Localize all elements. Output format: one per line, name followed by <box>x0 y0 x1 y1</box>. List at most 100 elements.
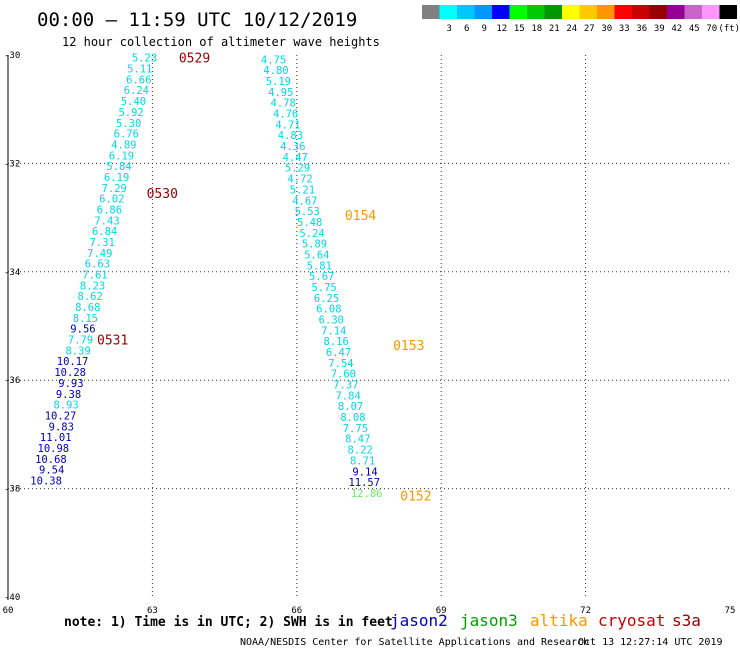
swh-value-label: 10.17 <box>57 356 89 368</box>
legend-bin-label: (ft) <box>718 24 740 34</box>
legend-bin-label: 42 <box>671 24 682 34</box>
swh-value-label: 10.68 <box>35 454 67 466</box>
swh-value-label: 5.21 <box>290 184 315 196</box>
swh-value-label: 6.24 <box>124 85 149 97</box>
swh-value-label: 10.38 <box>30 475 62 487</box>
swh-value-label: 5.23 <box>132 53 157 65</box>
y-tick-label: -30 <box>4 51 20 61</box>
swh-value-label: 4.89 <box>111 139 136 151</box>
swh-value-label: 7.49 <box>87 248 112 260</box>
legend-swatch <box>439 5 457 19</box>
swh-value-label: 8.93 <box>53 400 78 412</box>
swh-value-label: 7.14 <box>321 325 346 337</box>
swh-value-label: 7.37 <box>333 380 358 392</box>
swh-value-label: 4.72 <box>287 174 312 186</box>
legend-bin-label: 15 <box>514 24 525 34</box>
swh-value-label: 5.67 <box>309 271 334 283</box>
legend-swatch <box>667 5 685 19</box>
legend-swatch <box>597 5 615 19</box>
legend-bin-label: 12 <box>496 24 507 34</box>
x-tick-label: 69 <box>436 606 447 616</box>
swh-value-label: 7.43 <box>94 215 119 227</box>
swh-value-label: 5.30 <box>116 118 141 130</box>
swh-value-label: 6.02 <box>99 194 124 206</box>
satellite-cryosat-label: cryosat <box>598 611 665 630</box>
chart-title: 00:00 – 11:59 UTC 10/12/2019 <box>37 9 357 31</box>
legend-swatch <box>457 5 475 19</box>
x-tick-label: 72 <box>580 606 591 616</box>
legend-bin-label: 18 <box>531 24 542 34</box>
swh-value-label: 4.47 <box>283 152 308 164</box>
swh-value-label: 11.57 <box>348 477 380 489</box>
grid-lines <box>8 55 730 597</box>
swh-value-label: 5.53 <box>295 206 320 218</box>
swh-value-label: 6.19 <box>104 172 129 184</box>
legend-swatch <box>579 5 597 19</box>
legend-swatch <box>632 5 650 19</box>
legend-swatch <box>614 5 632 19</box>
legend-swatch <box>702 5 720 19</box>
data-marks: 5.235.116.666.245.405.925.306.764.896.19… <box>30 52 431 505</box>
swh-value-label: 8.08 <box>340 412 365 424</box>
swh-value-label: 6.30 <box>319 314 344 326</box>
swh-value-label: 9.56 <box>70 324 95 336</box>
legend-bin-label: 30 <box>601 24 612 34</box>
swh-value-label: 5.64 <box>304 249 329 261</box>
swh-value-label: 5.92 <box>118 107 143 119</box>
swh-value-label: 4.36 <box>280 141 305 153</box>
swh-value-label: 5.24 <box>299 228 324 240</box>
swh-value-label: 9.83 <box>49 421 74 433</box>
generated-timestamp: Oct 13 12:27:14 UTC 2019 <box>578 637 723 648</box>
swh-value-label: 8.07 <box>338 401 363 413</box>
swh-value-label: 7.84 <box>336 390 361 402</box>
y-tick-label: -40 <box>4 593 20 603</box>
swh-value-label: 9.14 <box>352 466 377 478</box>
swh-value-label: 10.27 <box>45 410 77 422</box>
swh-value-label: 7.61 <box>82 270 107 282</box>
swh-value-label: 6.25 <box>314 293 339 305</box>
swh-value-label: 6.08 <box>316 304 341 316</box>
swh-value-label: 6.47 <box>326 347 351 359</box>
legend-bin-label: 39 <box>654 24 665 34</box>
swh-value-label: 10.28 <box>54 367 86 379</box>
axis-tick-labels: -30 -32 -34 -36 -38 -40 60 63 66 69 72 75 <box>3 51 736 616</box>
legend-bin-label: 3 <box>447 24 452 34</box>
swh-value-label: 4.76 <box>273 109 298 121</box>
swh-value-label: 5.29 <box>285 163 310 175</box>
swh-value-label: 5.89 <box>302 239 327 251</box>
swh-value-label: 9.93 <box>58 378 83 390</box>
swh-value-label: 10.98 <box>38 443 70 455</box>
legend-bin-label: 21 <box>549 24 560 34</box>
swh-value-label: 6.86 <box>97 204 122 216</box>
swh-value-label: 6.76 <box>114 129 139 141</box>
swh-value-label: 8.15 <box>73 313 98 325</box>
swh-value-label: 4.83 <box>278 130 303 142</box>
legend-bin-label: 36 <box>636 24 647 34</box>
swh-value-label: 5.84 <box>106 161 131 173</box>
credit-text: NOAA/NESDIS Center for Satellite Applica… <box>240 637 589 648</box>
legend-swatch <box>562 5 580 19</box>
swh-value-label: 6.63 <box>85 259 110 271</box>
legend-bin-label: 9 <box>482 24 487 34</box>
pass-time-label: 0153 <box>393 339 424 354</box>
swh-value-label: 8.62 <box>78 291 103 303</box>
legend-swatch <box>474 5 492 19</box>
swh-value-label: 4.75 <box>261 54 286 66</box>
swh-value-label: 7.79 <box>68 335 93 347</box>
legend-bin-label: 70 <box>706 24 717 34</box>
legend-swatch <box>649 5 667 19</box>
swh-value-label: 8.68 <box>75 302 100 314</box>
swh-value-label: 6.19 <box>109 150 134 162</box>
swh-value-label: 5.40 <box>121 96 146 108</box>
x-tick-label: 75 <box>725 606 736 616</box>
swh-value-label: 9.38 <box>56 389 81 401</box>
y-tick-label: -38 <box>4 485 20 495</box>
legend-swatch <box>527 5 545 19</box>
units-note: note: 1) Time is in UTC; 2) SWH is in fe… <box>64 615 393 630</box>
swh-value-label: 7.54 <box>328 358 353 370</box>
legend-bin-label: 45 <box>689 24 700 34</box>
chart-subtitle: 12 hour collection of altimeter wave hei… <box>62 35 380 49</box>
y-tick-label: -36 <box>4 376 20 386</box>
swh-value-label: 7.60 <box>331 369 356 381</box>
